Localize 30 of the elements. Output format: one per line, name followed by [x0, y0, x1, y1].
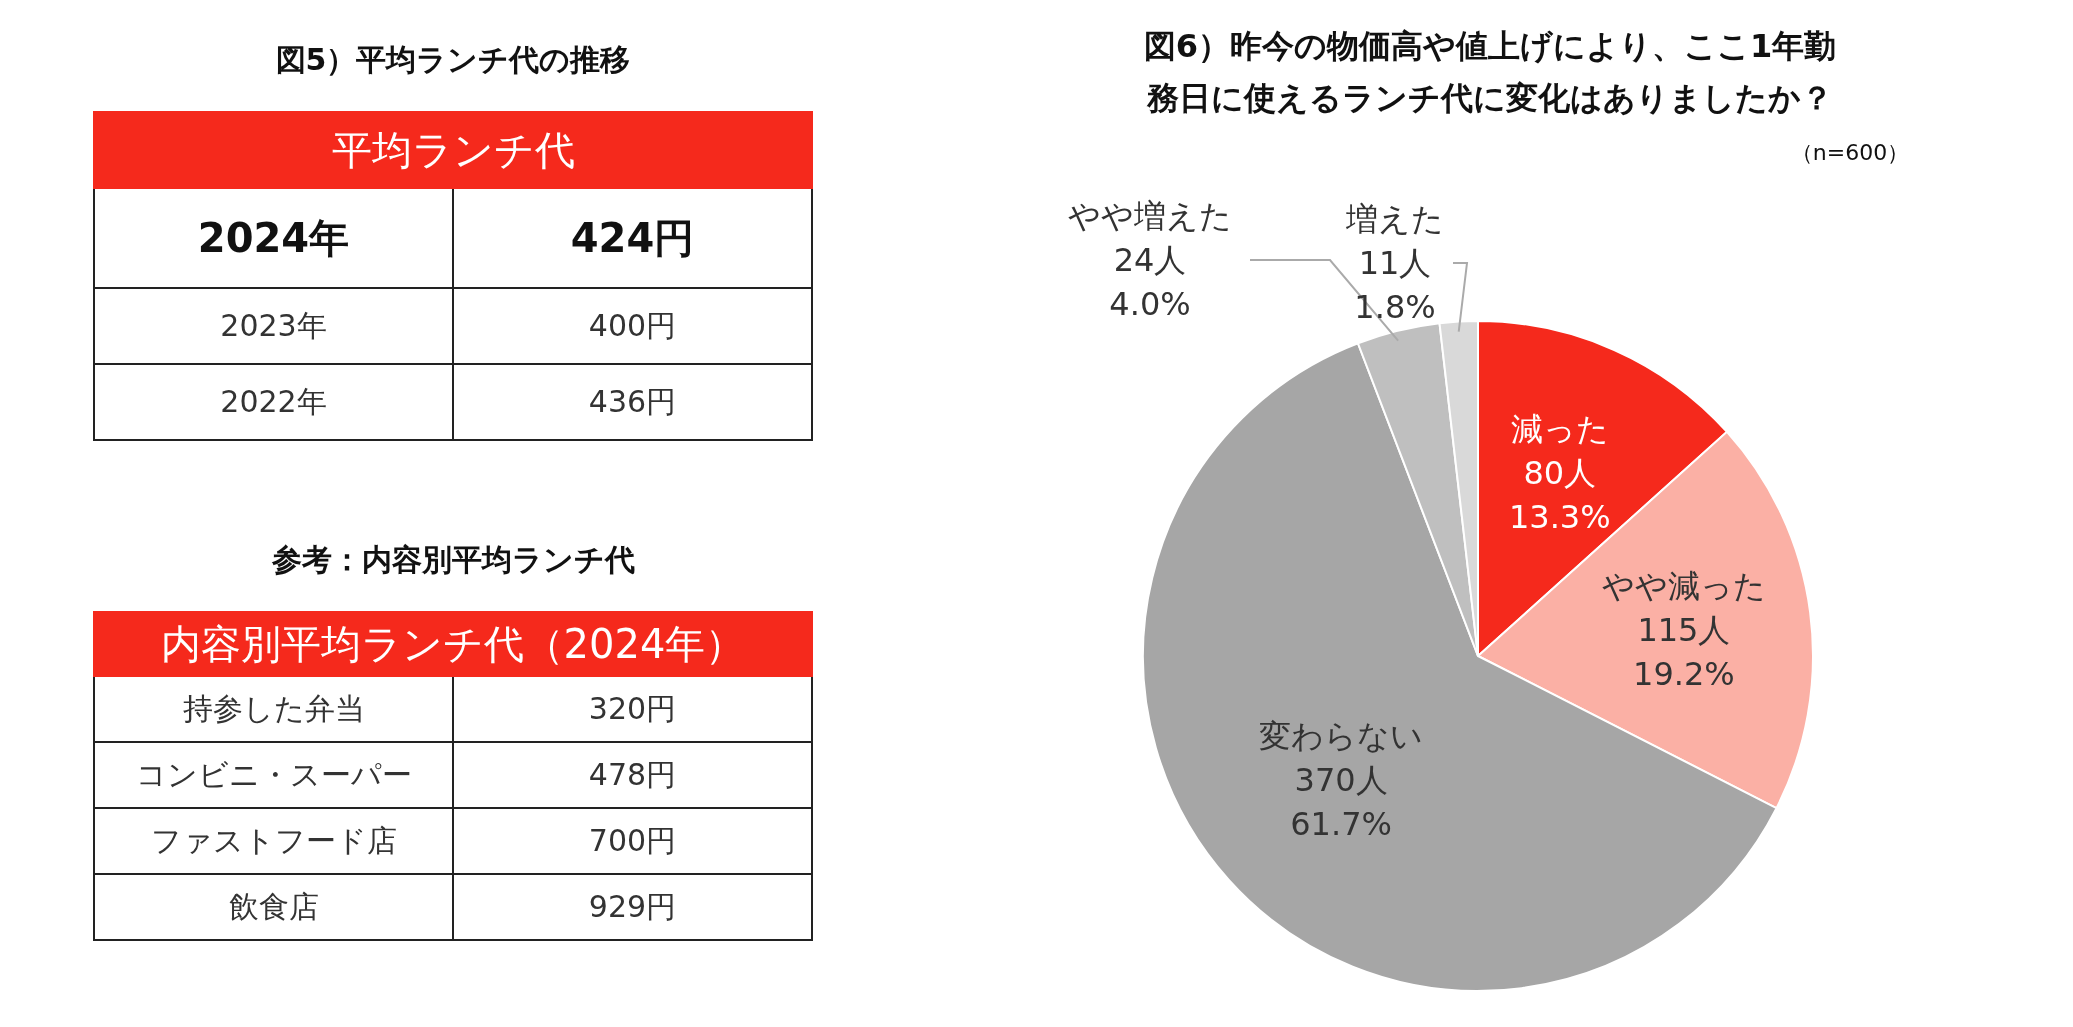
- text: 平均ランチ代: [94, 112, 812, 188]
- slice-label: 変わらない: [1259, 717, 1424, 756]
- data-label: 80人 13.3%: [1508, 454, 1611, 537]
- slice-label: 減った: [1510, 410, 1609, 449]
- category-label: コンビニ・スーパー: [94, 742, 453, 808]
- text: 424円: [570, 214, 695, 261]
- text: 参考：内容別平均ランチ代: [270, 541, 636, 579]
- slice-label: やや増えた: [1068, 197, 1232, 235]
- text: （n=600）: [1790, 140, 1910, 165]
- text: 436円: [588, 383, 677, 419]
- category-label: 持参した弁当: [94, 676, 453, 742]
- category-label: 飲食店: [94, 874, 453, 940]
- data-label: 370人 61.7%: [1290, 761, 1392, 844]
- data-label: 11人 1.8%: [1354, 244, 1436, 326]
- text: 400円: [588, 307, 677, 343]
- data-label: 24人 4.0%: [1109, 241, 1191, 323]
- text: 内容別平均ランチ代（2024年）: [94, 612, 812, 676]
- category-label: 2022年: [94, 364, 453, 440]
- text: 929円: [588, 888, 677, 924]
- text: 700円: [588, 822, 677, 858]
- category-label: ファストフード店: [94, 808, 453, 874]
- category-label: 2024年: [94, 188, 453, 288]
- chart-title: 図6）昨今の物価高や値上げにより、ここ1年勤務日に使えるランチ代に変化はありましたか？: [1142, 26, 1838, 119]
- category-label: 2023年: [94, 288, 453, 364]
- data-label: 115人 19.2%: [1633, 610, 1735, 693]
- slice-label: やや減った: [1601, 566, 1766, 605]
- text: 320円: [588, 690, 677, 726]
- slice-label: 増えた: [1345, 200, 1444, 238]
- text: 478円: [588, 756, 677, 792]
- text: 図5）平均ランチ代の推移: [274, 41, 632, 79]
